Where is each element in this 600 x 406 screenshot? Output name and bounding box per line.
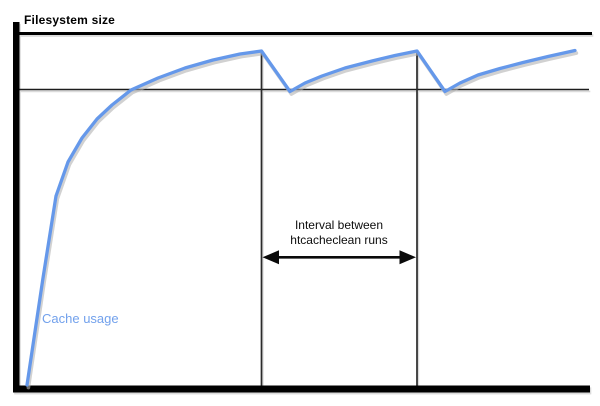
filesystem-size-label: Filesystem size	[24, 13, 116, 27]
x-axis	[13, 385, 590, 393]
arrowhead-right-icon	[399, 250, 416, 265]
cache-usage-curve-shadow	[26, 51, 579, 390]
interval-label: Interval between htcacheclean runs	[239, 218, 439, 247]
interval-label-line1: Interval between	[294, 218, 384, 232]
line-shadows	[14, 23, 594, 395]
interval-label-line2: htcacheclean runs	[290, 232, 388, 247]
interval-arrow	[262, 250, 416, 265]
arrowhead-left-icon	[262, 250, 279, 265]
cache-usage-label: Cache usage	[42, 311, 119, 326]
cache-usage-curve	[25, 48, 577, 387]
y-axis	[13, 22, 20, 393]
